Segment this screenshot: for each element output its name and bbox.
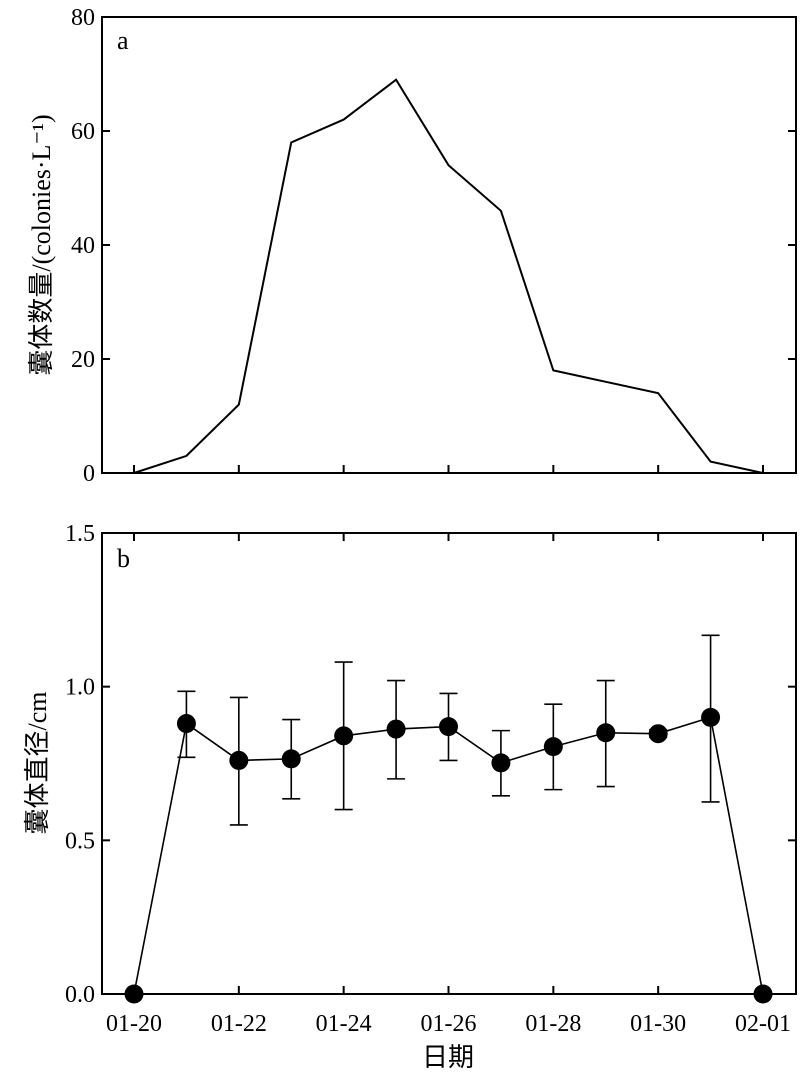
panel-b-data-point bbox=[439, 717, 458, 737]
panel-b-x-tick-label: 01-28 bbox=[525, 1011, 581, 1037]
panel-b-data-point bbox=[124, 984, 144, 1004]
panel-a: a 囊体数量/(colonies·L⁻¹) 0 20 40 60 80 bbox=[27, 5, 797, 487]
panel-a-y-tick-label: 80 bbox=[71, 5, 95, 31]
panel-b-data-point bbox=[334, 726, 354, 746]
panel-a-x-ticks bbox=[133, 465, 764, 473]
panel-b-x-ticks: 01-20 01-22 01-24 01-26 01-28 01-30 02-01 bbox=[106, 533, 791, 1037]
panel-b-data-point bbox=[648, 724, 668, 744]
panel-a-y-tick-label: 40 bbox=[71, 233, 95, 259]
panel-b-series bbox=[124, 634, 773, 1004]
panel-a-y-tick-label: 60 bbox=[71, 119, 95, 145]
panel-a-series-line bbox=[133, 78, 764, 474]
panel-b-y-tick-label: 0.0 bbox=[65, 982, 95, 1008]
panel-b-data-point bbox=[596, 723, 616, 743]
panel-b-x-tick-label: 02-01 bbox=[735, 1011, 791, 1037]
panel-b-x-tick-label: 01-22 bbox=[211, 1011, 267, 1037]
panel-b-letter: b bbox=[117, 544, 130, 573]
panel-b-y-tick-label: 1.0 bbox=[65, 675, 95, 701]
panel-b: b 囊体直径/cm 日期 01-20 01-22 01-24 01-26 01-28 01… bbox=[23, 521, 797, 1072]
panel-b-data-point bbox=[543, 737, 563, 757]
panel-b-data-point bbox=[386, 719, 406, 739]
panel-b-frame bbox=[101, 532, 797, 995]
panel-b-data-point bbox=[753, 984, 773, 1004]
panel-a-letter: a bbox=[117, 26, 129, 55]
panel-b-y-ticks: 0.0 0.5 1.0 1.5 bbox=[65, 521, 796, 1008]
panel-b-data-point bbox=[701, 707, 721, 727]
panel-b-x-tick-label: 01-30 bbox=[630, 1011, 686, 1037]
panel-b-data-point bbox=[491, 753, 511, 773]
panel-b-y-tick-label: 0.5 bbox=[65, 828, 95, 854]
panel-b-data-point bbox=[229, 750, 249, 770]
panel-b-x-tick-label: 01-24 bbox=[316, 1011, 372, 1037]
x-axis-title: 日期 bbox=[422, 1043, 474, 1072]
panel-b-data-point bbox=[281, 749, 301, 769]
panel-b-y-tick-label: 1.5 bbox=[65, 521, 95, 547]
panel-a-y-tick-label: 20 bbox=[71, 347, 95, 373]
panel-b-x-tick-label: 01-26 bbox=[421, 1011, 477, 1037]
panel-b-x-tick-label: 01-20 bbox=[106, 1011, 162, 1037]
panel-a-frame bbox=[101, 16, 797, 474]
panel-a-y-axis-title: 囊体数量/(colonies·L⁻¹) bbox=[27, 114, 56, 375]
panel-b-y-axis-title: 囊体直径/cm bbox=[23, 692, 52, 835]
panel-a-y-tick-label: 0 bbox=[83, 461, 95, 487]
panel-a-y-ticks: 0 20 40 60 80 bbox=[71, 5, 796, 487]
panel-a-series bbox=[133, 78, 764, 474]
panel-b-data-point bbox=[176, 714, 196, 734]
